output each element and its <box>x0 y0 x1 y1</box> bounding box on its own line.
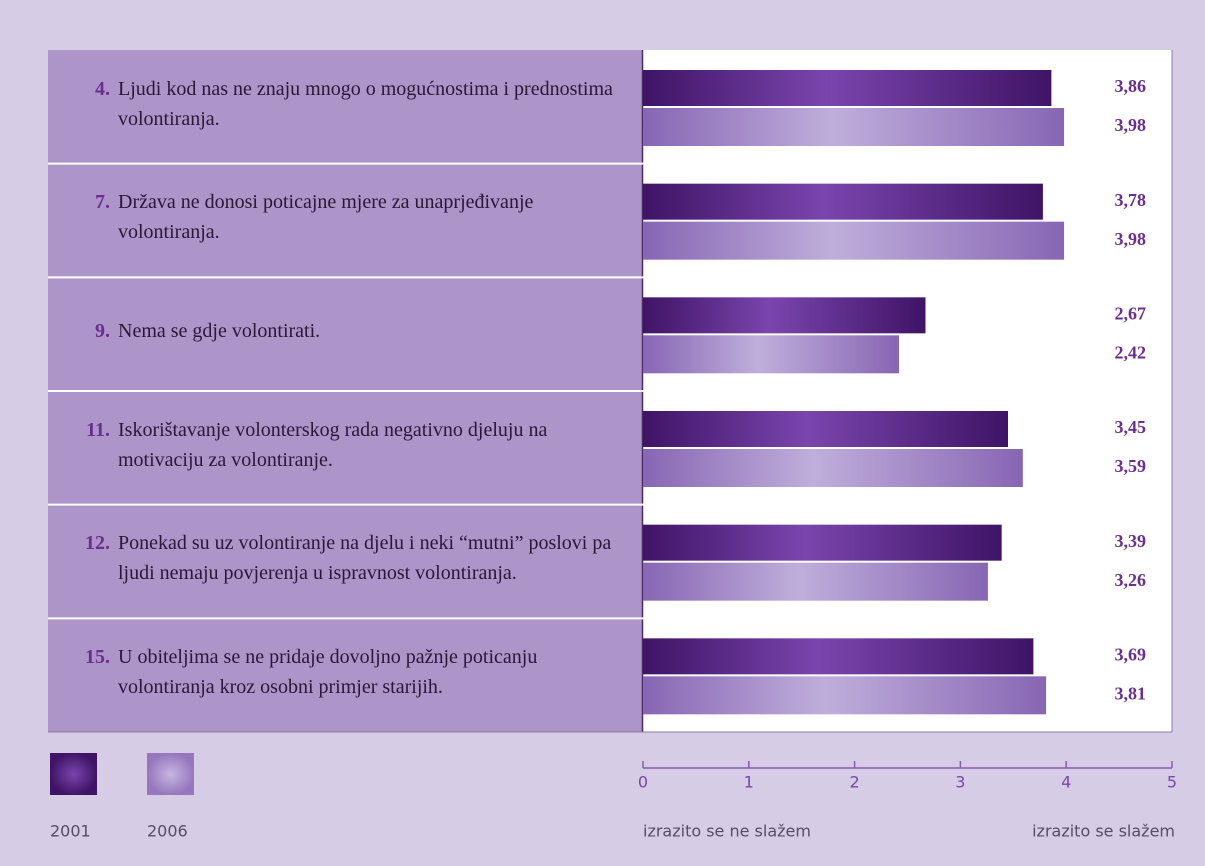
item-number: 9. <box>95 320 110 343</box>
x-tick-label: 5 <box>1167 773 1177 792</box>
legend-swatch <box>50 753 97 795</box>
bar <box>643 449 1023 487</box>
row-label-inner: 9. Nema se gdje volontirati. <box>48 316 618 346</box>
item-number: 7. <box>95 191 110 214</box>
bar <box>643 638 1034 675</box>
bar <box>643 108 1065 146</box>
legend-label: 2001 <box>50 822 91 841</box>
bar <box>643 221 1065 260</box>
value-label: 3,26 <box>1115 570 1147 590</box>
value-label: 3,39 <box>1115 531 1147 551</box>
row-label-inner: 15. U obiteljima se ne pridaje dovoljno p… <box>48 642 618 702</box>
bar <box>643 562 988 601</box>
value-label: 3,81 <box>1115 683 1147 703</box>
value-label: 2,42 <box>1115 342 1147 362</box>
value-label: 2,67 <box>1115 303 1147 323</box>
row-label: 9. Nema se gdje volontirati. <box>48 277 642 391</box>
category-label: Iskorištavanje volonterskog rada negativ… <box>118 418 548 471</box>
category-label: Država ne donosi poticajne mjere za unap… <box>118 191 534 244</box>
x-tick-label: 0 <box>638 773 648 792</box>
row-label-inner: 12. Ponekad su uz volontiranje na djelu i… <box>48 528 618 588</box>
x-tick-label: 1 <box>744 773 754 792</box>
item-number: 4. <box>95 77 110 100</box>
category-label: Ljudi kod nas ne znaju mnogo o mogućnost… <box>118 77 613 130</box>
bar <box>643 335 900 374</box>
x-tick-label: 3 <box>955 773 965 792</box>
item-number: 11. <box>86 418 110 441</box>
row-label: 15. U obiteljima se ne pridaje dovoljno p… <box>48 618 642 732</box>
item-number: 12. <box>85 532 110 555</box>
bar <box>643 676 1047 715</box>
row-label: 11. Iskorištavanje volonterskog rada nega… <box>48 391 642 505</box>
category-label: Nema se gdje volontirati. <box>118 320 321 343</box>
row-label: 7. Država ne donosi poticajne mjere za un… <box>48 164 642 278</box>
value-label: 3,59 <box>1115 456 1147 476</box>
row-label-inner: 7. Država ne donosi poticajne mjere za un… <box>48 187 618 247</box>
x-axis-label: izrazito se ne slažem <box>643 822 811 841</box>
value-label: 3,98 <box>1115 115 1147 135</box>
row-label: 12. Ponekad su uz volontiranje na djelu i… <box>48 505 642 619</box>
value-label: 3,78 <box>1115 190 1147 210</box>
x-tick-label: 4 <box>1061 773 1071 792</box>
bar <box>643 411 1009 447</box>
value-label: 3,69 <box>1115 644 1147 664</box>
legend-label: 2006 <box>147 822 188 841</box>
bar <box>643 524 1002 561</box>
x-tick-label: 2 <box>850 773 860 792</box>
row-label-inner: 11. Iskorištavanje volonterskog rada nega… <box>48 415 618 475</box>
value-label: 3,86 <box>1115 76 1147 96</box>
bar <box>643 297 926 334</box>
item-number: 15. <box>85 646 110 669</box>
legend-swatch <box>147 753 194 795</box>
category-label: U obiteljima se ne pridaje dovoljno pažn… <box>118 646 538 699</box>
row-label: 4. Ljudi kod nas ne znaju mnogo o mogućno… <box>48 50 642 164</box>
bar <box>643 183 1043 220</box>
bar <box>643 70 1052 106</box>
value-label: 3,45 <box>1115 417 1147 437</box>
value-label: 3,98 <box>1115 229 1147 249</box>
row-label-inner: 4. Ljudi kod nas ne znaju mnogo o mogućno… <box>48 74 618 134</box>
category-label: Ponekad su uz volontiranje na djelu i ne… <box>118 532 612 585</box>
x-axis-label: izrazito se slažem <box>1032 822 1175 841</box>
